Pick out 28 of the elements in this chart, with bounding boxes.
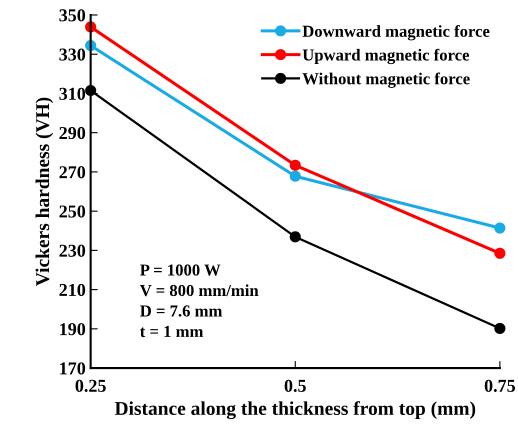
x-tick-label: 0.5 — [284, 380, 306, 392]
y-tick-label: 330 — [59, 48, 86, 61]
point — [494, 322, 506, 334]
y-tick-label: 350 — [59, 9, 86, 22]
y-tick-label: 270 — [59, 166, 86, 178]
legend-label: Downward magnetic force — [302, 24, 490, 40]
y-tick-label: 230 — [59, 244, 86, 257]
y-tick-label: 290 — [59, 126, 86, 140]
x-axis-title: Distance along the thickness from top (mm) — [114, 401, 476, 420]
y-tick-label: 210 — [59, 284, 86, 296]
annotation: P = 1000 W — [140, 264, 220, 276]
point — [290, 160, 301, 171]
annotation: V = 800 mm/min — [140, 284, 258, 296]
point — [290, 231, 301, 242]
y-tick-label: 190 — [60, 323, 86, 336]
point — [494, 222, 506, 234]
y-axis-title: Vickers hardness (VH) — [36, 98, 54, 286]
y-tick-label: 250 — [59, 205, 86, 218]
y-tick-label: 170 — [60, 362, 86, 375]
annotation: t = 1 mm — [140, 326, 204, 338]
point — [494, 248, 506, 259]
x-tick-label: 0.25 — [76, 380, 106, 392]
annotation: D = 7.6 mm — [140, 305, 222, 317]
point — [290, 170, 301, 182]
y-tick-label: 310 — [59, 88, 86, 100]
legend-label: Upward magnetic force — [302, 48, 470, 64]
x-tick-label: 0.75 — [484, 380, 516, 392]
legend-label: Without magnetic force — [302, 72, 470, 88]
